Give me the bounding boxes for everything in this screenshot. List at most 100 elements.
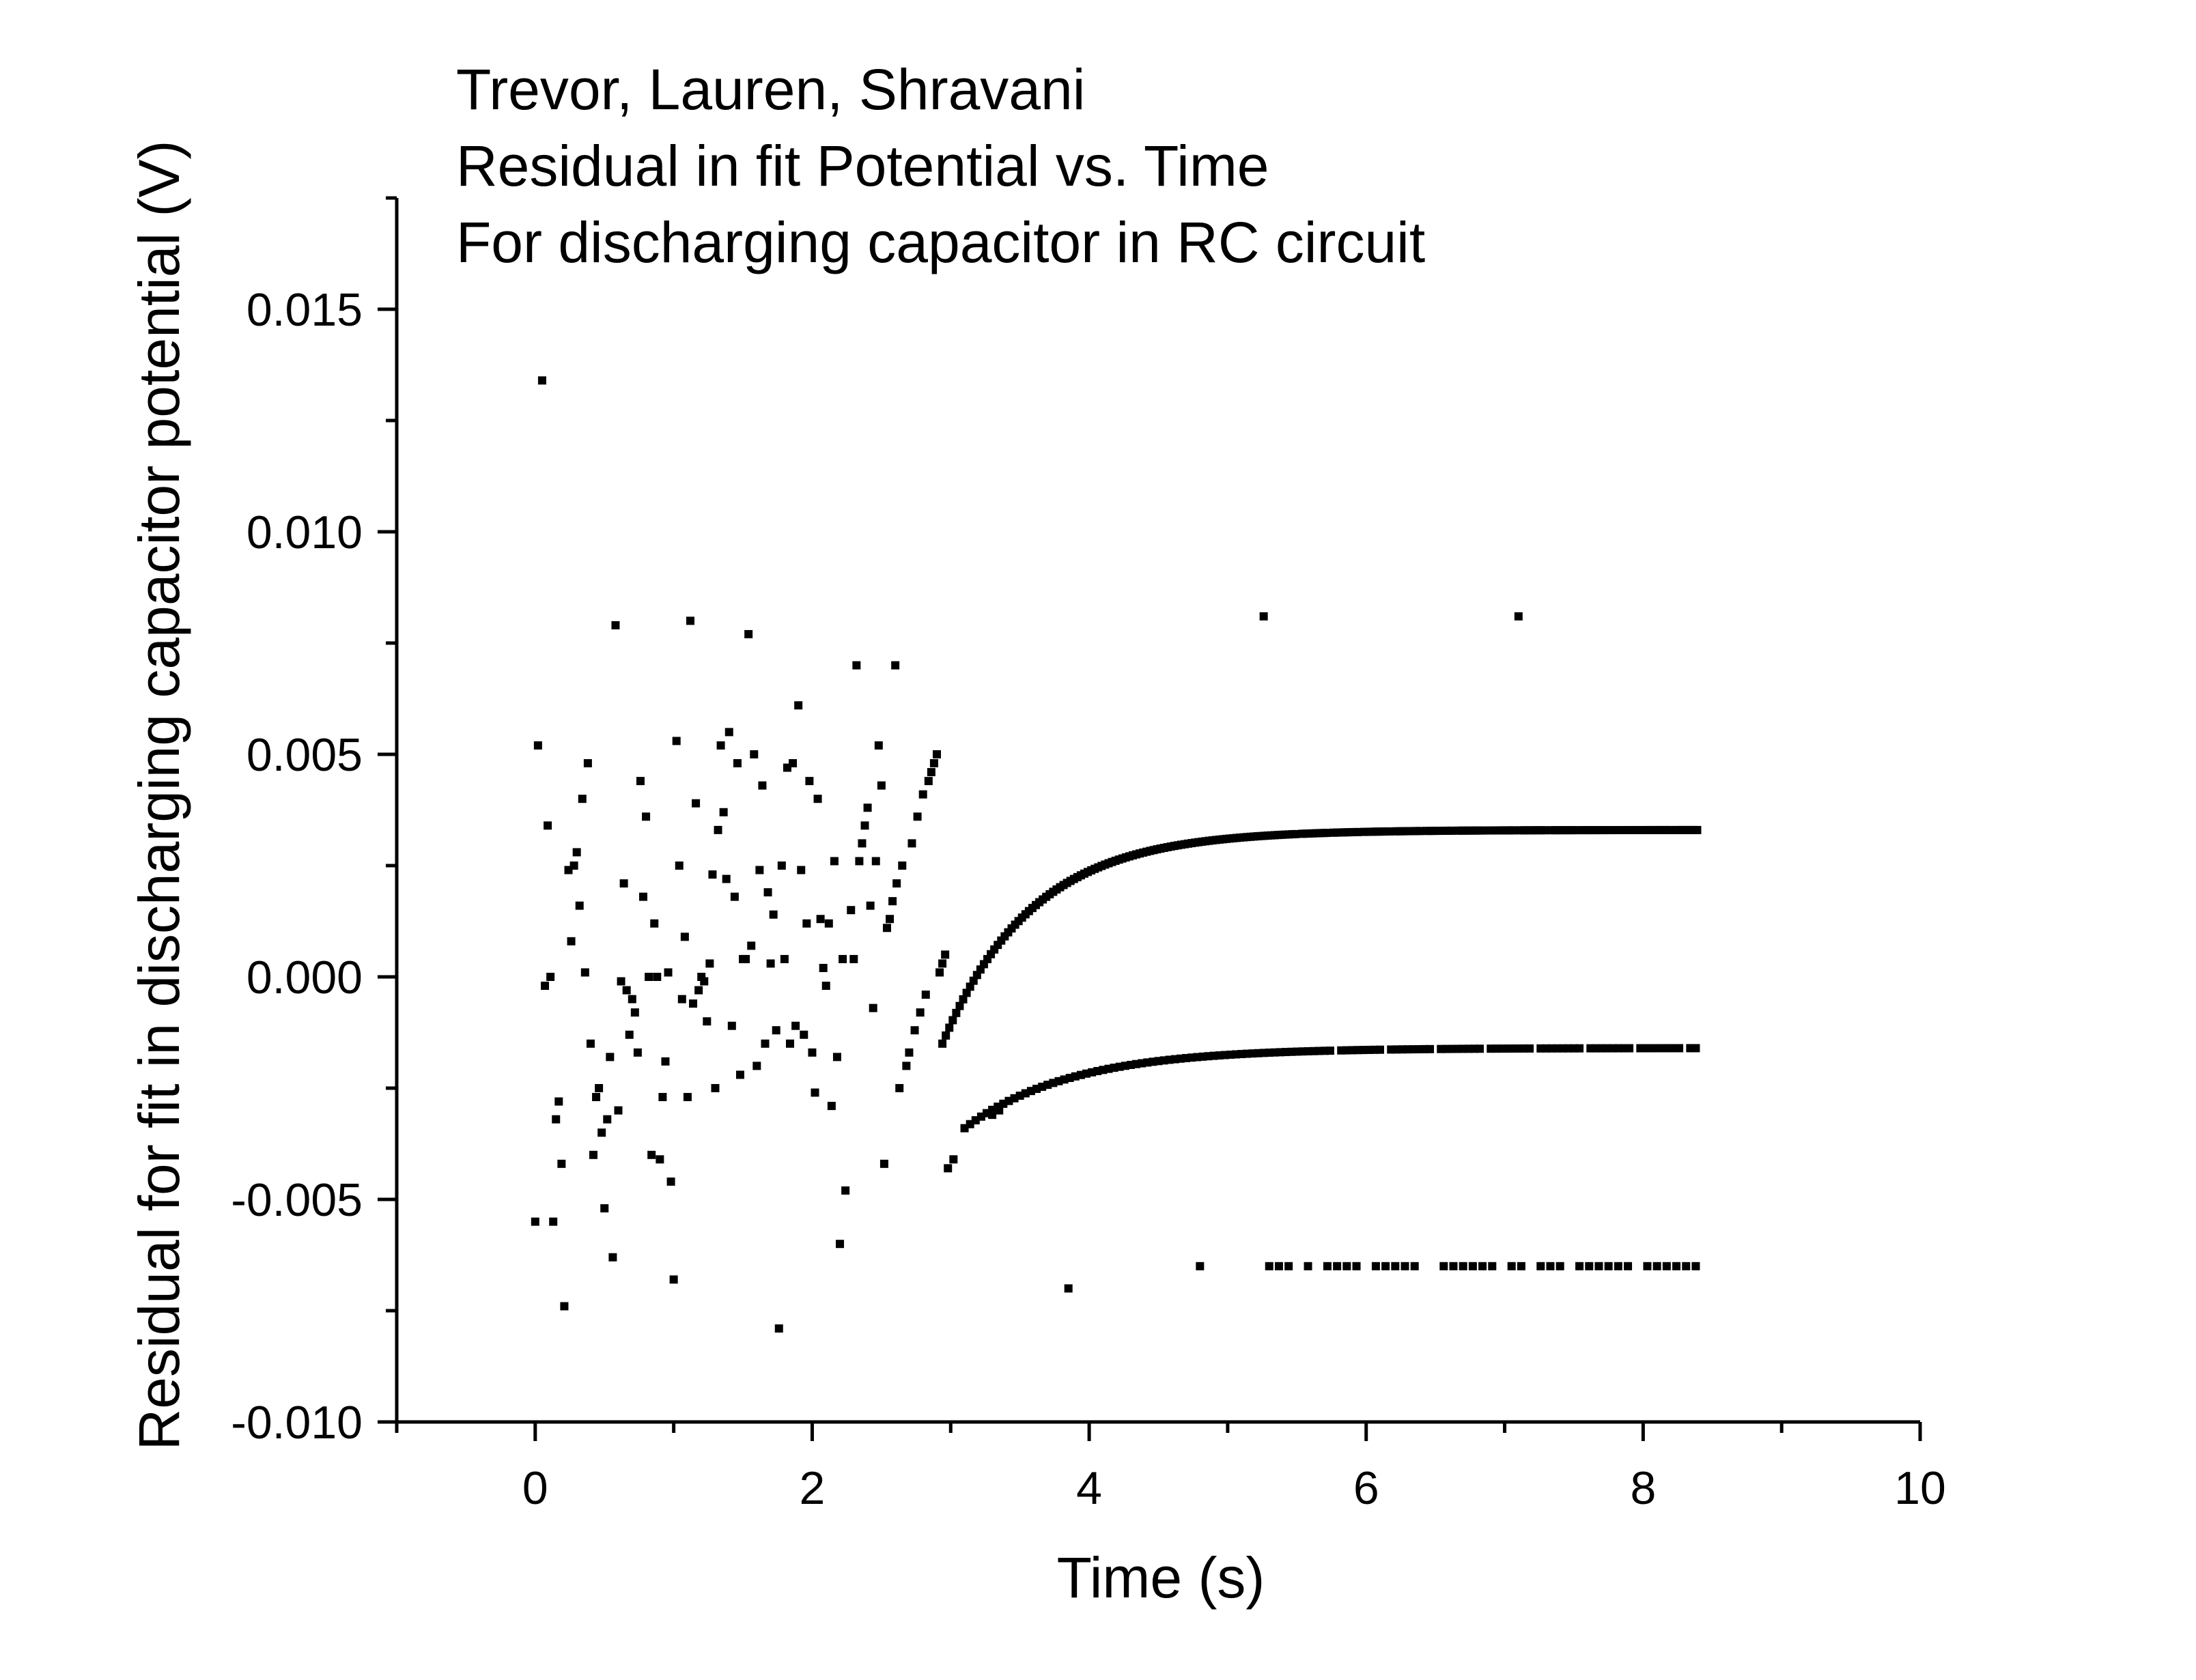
data-point: [1325, 1047, 1334, 1055]
data-point: [821, 982, 830, 991]
data-point: [1392, 1045, 1401, 1054]
data-point: [1603, 826, 1611, 835]
data-point: [672, 737, 681, 745]
data-point: [802, 919, 811, 928]
data-point: [819, 963, 828, 972]
x-tick-label: 10: [1894, 1462, 1946, 1514]
data-point: [944, 1164, 953, 1173]
data-point: [735, 1070, 744, 1079]
data-point: [733, 759, 742, 768]
data-point: [938, 959, 947, 968]
data-point: [1353, 827, 1362, 836]
x-tick-label: 2: [800, 1462, 826, 1514]
data-point: [611, 621, 620, 629]
data-point: [628, 995, 636, 1003]
data-point: [1064, 1284, 1073, 1293]
data-point: [533, 741, 542, 750]
data-point: [921, 991, 930, 999]
data-point: [557, 1159, 566, 1168]
data-point: [1385, 827, 1394, 836]
data-point: [791, 1021, 800, 1030]
data-point: [1575, 1044, 1584, 1053]
data-point: [938, 1039, 947, 1048]
data-point: [549, 1217, 558, 1226]
data-point: [619, 879, 628, 888]
data-point: [892, 879, 901, 888]
data-point: [913, 812, 922, 821]
data-point: [1259, 612, 1268, 621]
data-point: [855, 857, 864, 866]
data-point: [780, 954, 789, 963]
data-point: [666, 1177, 675, 1186]
data-point: [866, 901, 875, 910]
data-point: [836, 1240, 845, 1249]
data-point: [546, 973, 555, 981]
data-point: [1514, 612, 1523, 621]
data-point: [1322, 829, 1331, 838]
data-point: [692, 799, 701, 808]
data-point: [800, 1030, 808, 1039]
data-point: [1643, 1262, 1652, 1270]
data-point: [677, 995, 686, 1003]
data-point: [683, 1093, 692, 1102]
data-point: [1416, 827, 1424, 836]
data-point: [949, 1155, 958, 1164]
data-point: [1488, 1262, 1497, 1270]
data-point: [827, 1102, 836, 1111]
data-point: [636, 777, 645, 786]
data-point: [586, 1039, 595, 1048]
chart-title: Trevor, Lauren, Shravani Residual in fit…: [456, 57, 1425, 274]
y-ticks: -0.010 -0.005 0.000 0.005 0.010 0.015: [231, 196, 397, 1449]
data-point: [1604, 1262, 1613, 1270]
data-point: [962, 988, 971, 997]
data-point: [664, 968, 673, 977]
y-tick-label: 0.005: [247, 729, 363, 781]
data-point: [711, 1084, 720, 1092]
data-point: [758, 781, 767, 790]
data-point: [680, 932, 689, 941]
data-point: [1376, 1045, 1385, 1054]
data-point: [1352, 1262, 1361, 1270]
data-point: [752, 1062, 761, 1070]
data-point: [1662, 1262, 1671, 1270]
data-point: [1682, 1262, 1691, 1270]
data-point: [935, 968, 944, 977]
data-point: [656, 1155, 664, 1164]
data-point: [905, 1048, 914, 1057]
data-point: [661, 1057, 670, 1066]
data-point: [816, 915, 825, 924]
data-point: [1284, 1262, 1293, 1270]
data-point: [879, 1159, 888, 1168]
data-point: [1624, 1262, 1633, 1270]
data-point: [1196, 1262, 1205, 1270]
data-point: [805, 777, 814, 786]
data-point: [747, 941, 756, 950]
data-point: [763, 888, 772, 897]
data-point: [742, 954, 750, 963]
data-point: [942, 1031, 951, 1040]
data-point: [1585, 1262, 1594, 1270]
data-point: [849, 954, 858, 963]
data-point: [918, 790, 927, 799]
x-ticks: 0 2 4 6 8 10: [395, 1422, 1946, 1514]
data-point: [653, 973, 662, 981]
x-tick-label: 4: [1076, 1462, 1102, 1514]
data-point: [719, 808, 728, 816]
data-point: [1625, 1044, 1634, 1053]
data-point: [902, 1062, 911, 1070]
data-point: [929, 759, 938, 768]
data-point: [578, 795, 587, 803]
data-point: [886, 915, 895, 924]
x-axis-title: Time (s): [1057, 1546, 1265, 1610]
data-point: [583, 759, 592, 768]
data-point: [945, 1023, 954, 1032]
data-point: [669, 1275, 678, 1284]
data-point: [1652, 1262, 1661, 1270]
data-point: [910, 1026, 919, 1035]
data-point: [927, 768, 935, 777]
data-point: [614, 1106, 623, 1115]
data-point: [730, 892, 739, 901]
data-point: [750, 750, 759, 758]
data-point: [1478, 826, 1487, 835]
